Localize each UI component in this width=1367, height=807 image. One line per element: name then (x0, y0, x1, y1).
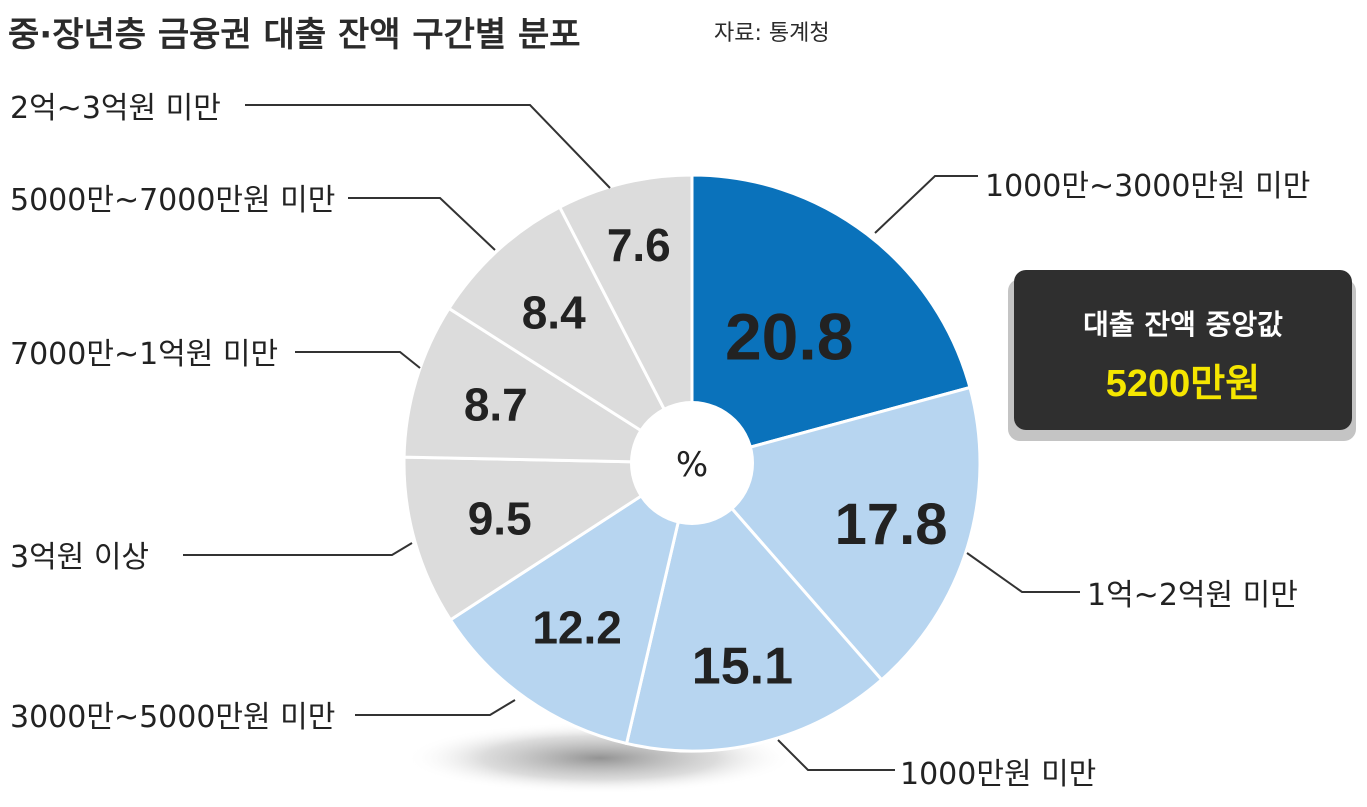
leader-line-2 (966, 552, 1080, 593)
leader-line-7 (348, 197, 496, 251)
category-label-1: 1000만~3000만원 미만 (985, 169, 1310, 204)
category-label-8: 2억~3억원 미만 (10, 91, 221, 126)
slice-4 (448, 459, 695, 746)
slice-6 (402, 306, 698, 465)
slice-3 (624, 459, 884, 753)
category-label-5: 3억원 이상 (10, 540, 149, 575)
slice-5 (402, 455, 697, 622)
pie-slices (402, 173, 982, 753)
category-label-2: 1억~2억원 미만 (1087, 578, 1298, 613)
value-label-5: 9.5 (468, 492, 532, 544)
value-label-1: 20.8 (725, 300, 853, 374)
value-label-6: 8.7 (464, 378, 528, 430)
leader-line-6 (295, 351, 421, 369)
category-label-3: 1000만원 미만 (900, 757, 1096, 792)
callout-box (1014, 270, 1352, 430)
callout-value: 5200만원 (1106, 363, 1260, 405)
leader-line-1 (874, 175, 978, 234)
leader-line-3 (777, 739, 895, 771)
value-label-2: 17.8 (835, 492, 948, 557)
category-label-4: 3000만~5000만원 미만 (10, 700, 335, 735)
value-labels: 20.8 17.8 15.1 12.2 9.5 8.7 8.4 7.6 (464, 219, 948, 696)
slice-7 (446, 205, 696, 468)
leader-line-4 (355, 699, 516, 716)
value-label-7: 8.4 (522, 286, 586, 338)
value-label-3: 15.1 (692, 638, 793, 696)
leader-lines (183, 104, 1080, 771)
leader-line-8 (245, 104, 611, 189)
leader-line-5 (183, 542, 413, 556)
chart-source: 자료: 통계청 (714, 21, 830, 46)
unit-label: % (676, 445, 708, 485)
median-callout: 대출 잔액 중앙값 5200만원 (1008, 270, 1356, 441)
value-label-4: 12.2 (532, 601, 622, 653)
category-label-6: 7000만~1억원 미만 (10, 337, 278, 372)
pie-center-hole (630, 401, 754, 525)
chart-title: 중·장년층 금융권 대출 잔액 구간별 분포 (8, 15, 581, 55)
slice-1 (690, 173, 972, 465)
category-label-7: 5000만~7000만원 미만 (10, 183, 335, 218)
value-label-8: 7.6 (607, 219, 671, 271)
callout-title: 대출 잔액 중앙값 (1083, 308, 1283, 341)
slice-8 (557, 173, 694, 464)
category-labels: 1000만~3000만원 미만 1억~2억원 미만 1000만원 미만 3000만~5… (10, 91, 1310, 792)
slice-2 (689, 385, 982, 682)
